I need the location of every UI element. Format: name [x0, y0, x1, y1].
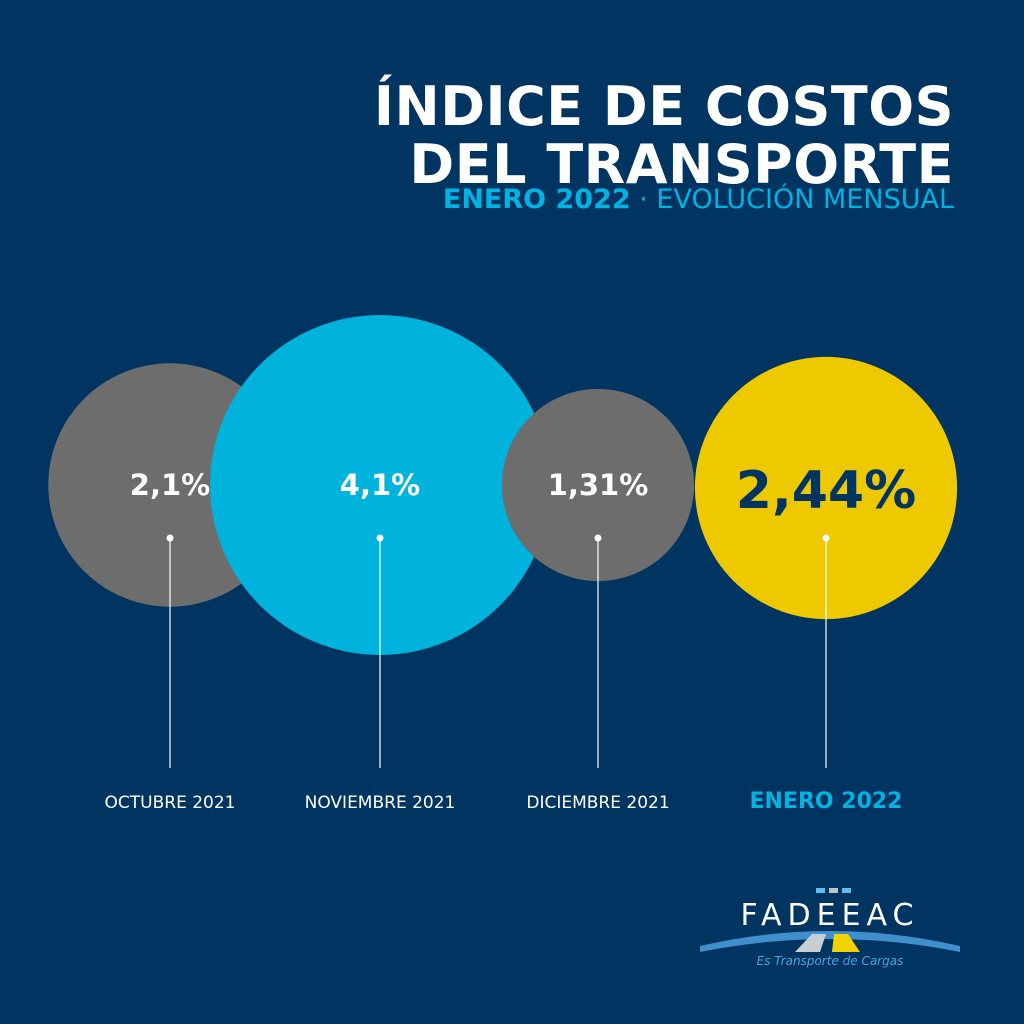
title-line-2: DEL TRANSPORTE — [409, 133, 954, 196]
subtitle-period: ENERO 2022 — [442, 184, 631, 215]
value-label-0: 2,1% — [130, 468, 210, 502]
bubbles — [48, 315, 958, 655]
bubble-3 — [694, 356, 958, 620]
category-label-3: ENERO 2022 — [749, 789, 902, 814]
logo-wordmark: FADEEAC — [740, 898, 920, 933]
chart-subtitle: ENERO 2022 · EVOLUCIÓN MENSUAL — [443, 184, 954, 215]
title-line-1: ÍNDICE DE COSTOS — [373, 75, 954, 138]
category-label-1: NOVIEMBRE 2021 — [305, 793, 456, 813]
bubble-1 — [210, 315, 550, 655]
subtitle-description: · EVOLUCIÓN MENSUAL — [630, 184, 954, 215]
value-label-3: 2,44% — [736, 461, 916, 521]
chart-title: ÍNDICE DE COSTOS DEL TRANSPORTE — [374, 78, 954, 194]
bubble-2 — [501, 388, 695, 582]
logo-graphic — [700, 888, 960, 952]
category-label-0: OCTUBRE 2021 — [105, 793, 236, 813]
value-label-1: 4,1% — [340, 468, 420, 502]
category-label-2: DICIEMBRE 2021 — [526, 793, 669, 813]
value-label-2: 1,31% — [548, 468, 649, 502]
fadeeac-logo: FADEEAC Es Transporte de Cargas — [700, 886, 960, 978]
logo-tagline: Es Transporte de Cargas — [756, 954, 904, 968]
